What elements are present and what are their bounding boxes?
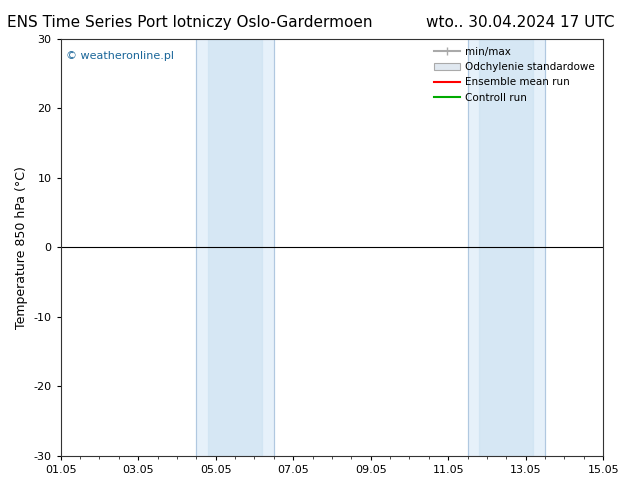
Bar	[479, 39, 533, 456]
Y-axis label: Temperature 850 hPa (°C): Temperature 850 hPa (°C)	[15, 166, 28, 329]
Bar	[197, 39, 274, 456]
Legend: min/max, Odchylenie standardowe, Ensemble mean run, Controll run: min/max, Odchylenie standardowe, Ensembl…	[430, 44, 598, 106]
Text: wto.. 30.04.2024 17 UTC: wto.. 30.04.2024 17 UTC	[425, 15, 614, 30]
Bar	[208, 39, 262, 456]
Text: ENS Time Series Port lotniczy Oslo-Gardermoen: ENS Time Series Port lotniczy Oslo-Garde…	[8, 15, 373, 30]
Text: © weatheronline.pl: © weatheronline.pl	[66, 51, 174, 61]
Bar	[467, 39, 545, 456]
